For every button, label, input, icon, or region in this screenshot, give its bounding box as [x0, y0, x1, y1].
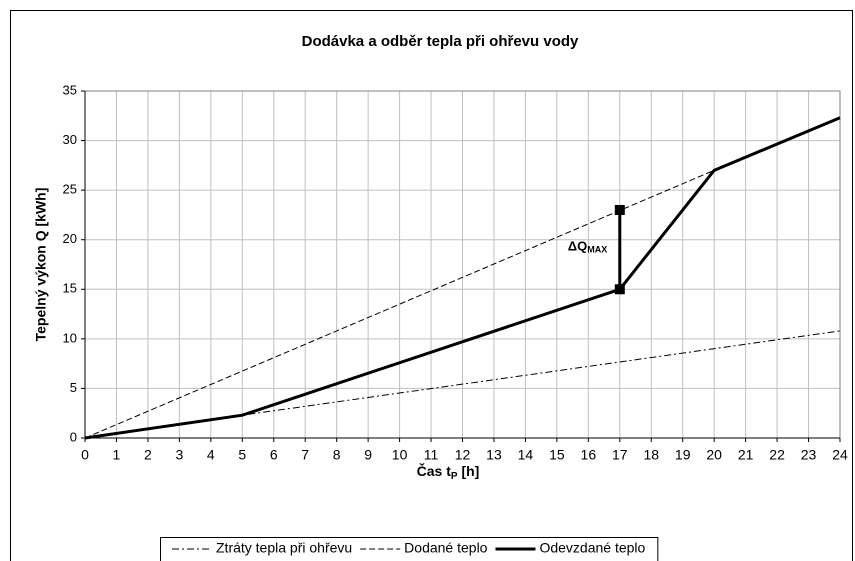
x-axis-label: Čas tP [h] — [417, 462, 480, 482]
x-tick-label: 19 — [675, 447, 691, 463]
legend-label: Ztráty tepla při ohřevu — [216, 540, 352, 556]
legend-box — [160, 537, 659, 561]
annotation-label: ΔQMAX — [568, 239, 607, 255]
x-tick-label: 2 — [144, 447, 152, 463]
x-tick-label: 18 — [643, 447, 659, 463]
x-tick-label: 21 — [738, 447, 754, 463]
x-tick-label: 1 — [113, 447, 121, 463]
legend: Ztráty tepla při ohřevu Dodané teplo Odevz… — [160, 537, 659, 561]
x-tick-label: 24 — [832, 447, 848, 463]
y-tick-label: 30 — [63, 132, 77, 147]
x-tick-label: 10 — [392, 447, 408, 463]
x-tick-label: 15 — [549, 447, 565, 463]
x-tick-label: 11 — [424, 447, 439, 463]
series-line — [84, 330, 841, 439]
x-tick-label: 13 — [486, 447, 502, 463]
x-tick-label: 16 — [581, 447, 597, 463]
legend-label: Dodané teplo — [404, 540, 488, 556]
annotation-label-part: ΔQ — [568, 239, 587, 254]
x-tick-label: 3 — [175, 447, 183, 463]
x-tick-label: 6 — [270, 447, 278, 463]
y-tick-label: 0 — [70, 429, 77, 444]
y-tick-label: 15 — [63, 281, 77, 296]
x-tick-label: 7 — [301, 447, 309, 463]
x-tick-label: 12 — [455, 447, 471, 463]
y-axis-label: Tepelný výkon Q [kWh] — [33, 188, 49, 342]
x-axis-label-part: P — [451, 471, 458, 482]
legend-label: Odevzdané teplo — [539, 540, 645, 556]
annotation-label-part: MAX — [587, 245, 607, 255]
x-tick-label: 20 — [706, 447, 722, 463]
x-tick-label: 14 — [518, 447, 534, 463]
y-tick-label: 20 — [63, 231, 77, 246]
x-axis-label-part: [h] — [458, 463, 480, 479]
series-line — [84, 169, 715, 439]
x-tick-label: 22 — [769, 447, 785, 463]
y-tick-label: 35 — [63, 82, 77, 97]
x-tick-label: 8 — [333, 447, 341, 463]
y-tick-label: 10 — [63, 330, 77, 345]
annotation-marker — [614, 284, 625, 295]
x-tick-label: 23 — [801, 447, 817, 463]
x-tick-label: 0 — [81, 447, 89, 463]
x-tick-label: 9 — [364, 447, 372, 463]
x-tick-label: 4 — [207, 447, 215, 463]
annotation-marker — [614, 204, 625, 215]
x-axis-label-part: Čas t — [417, 462, 452, 479]
chart-title: Dodávka a odběr tepla při ohřevu vody — [302, 33, 579, 50]
y-tick-label: 5 — [70, 380, 77, 395]
x-tick-label: 17 — [612, 447, 628, 463]
y-tick-label: 25 — [63, 182, 77, 197]
x-tick-label: 5 — [238, 447, 246, 463]
